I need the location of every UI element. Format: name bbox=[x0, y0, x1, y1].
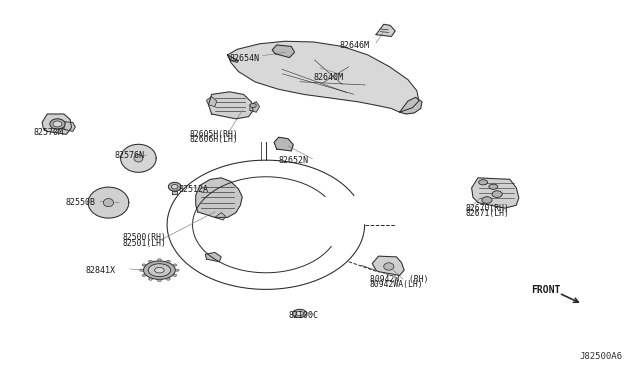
Ellipse shape bbox=[172, 185, 178, 189]
Polygon shape bbox=[376, 24, 395, 36]
Polygon shape bbox=[228, 55, 239, 62]
Polygon shape bbox=[64, 122, 76, 131]
Polygon shape bbox=[207, 97, 217, 107]
Polygon shape bbox=[121, 144, 156, 172]
Polygon shape bbox=[274, 137, 293, 151]
Polygon shape bbox=[250, 102, 259, 112]
Polygon shape bbox=[172, 191, 177, 195]
Polygon shape bbox=[472, 178, 519, 208]
Polygon shape bbox=[272, 45, 294, 58]
Text: 80942W  (RH): 80942W (RH) bbox=[370, 275, 428, 283]
Polygon shape bbox=[215, 212, 226, 220]
Ellipse shape bbox=[482, 197, 492, 203]
Ellipse shape bbox=[168, 182, 181, 191]
Ellipse shape bbox=[143, 261, 175, 279]
Ellipse shape bbox=[148, 278, 152, 280]
Ellipse shape bbox=[142, 274, 146, 276]
Polygon shape bbox=[399, 97, 422, 114]
Ellipse shape bbox=[157, 259, 161, 261]
Ellipse shape bbox=[292, 310, 307, 317]
Ellipse shape bbox=[175, 269, 179, 271]
Text: 82652N: 82652N bbox=[278, 156, 308, 166]
Ellipse shape bbox=[296, 311, 303, 315]
Text: 82500(RH): 82500(RH) bbox=[122, 233, 166, 242]
Ellipse shape bbox=[250, 103, 256, 108]
Ellipse shape bbox=[157, 279, 161, 282]
Ellipse shape bbox=[492, 191, 502, 198]
Ellipse shape bbox=[53, 121, 62, 127]
Text: 80942WA(LH): 80942WA(LH) bbox=[370, 280, 423, 289]
Text: 82570M: 82570M bbox=[33, 128, 63, 137]
Ellipse shape bbox=[142, 264, 146, 266]
Ellipse shape bbox=[50, 119, 65, 129]
Text: 82606H(LH): 82606H(LH) bbox=[189, 135, 238, 144]
Text: 82605H(RH): 82605H(RH) bbox=[189, 130, 238, 139]
Ellipse shape bbox=[479, 180, 488, 185]
Text: 82501(LH): 82501(LH) bbox=[122, 239, 166, 248]
Ellipse shape bbox=[148, 264, 171, 277]
Polygon shape bbox=[228, 41, 419, 112]
Text: 82512A: 82512A bbox=[179, 185, 209, 194]
Ellipse shape bbox=[155, 267, 164, 273]
Ellipse shape bbox=[166, 260, 170, 262]
Ellipse shape bbox=[384, 263, 394, 270]
Ellipse shape bbox=[140, 269, 143, 271]
Text: 82670(RH): 82670(RH) bbox=[465, 203, 509, 213]
Text: 82550B: 82550B bbox=[65, 198, 95, 207]
Polygon shape bbox=[196, 178, 243, 217]
Text: 82640M: 82640M bbox=[314, 73, 344, 81]
Polygon shape bbox=[372, 256, 404, 275]
Ellipse shape bbox=[173, 264, 177, 266]
Ellipse shape bbox=[173, 274, 177, 276]
Text: FRONT: FRONT bbox=[532, 285, 561, 295]
Polygon shape bbox=[42, 114, 72, 134]
Text: 82841X: 82841X bbox=[86, 266, 115, 275]
Ellipse shape bbox=[489, 184, 498, 189]
Text: J82500A6: J82500A6 bbox=[580, 352, 623, 361]
Polygon shape bbox=[88, 187, 129, 218]
Text: 82654N: 82654N bbox=[230, 54, 259, 63]
Ellipse shape bbox=[103, 199, 113, 207]
Text: 82646M: 82646M bbox=[339, 41, 369, 50]
Polygon shape bbox=[205, 253, 221, 262]
Text: 82576N: 82576N bbox=[115, 151, 145, 160]
Ellipse shape bbox=[148, 260, 152, 262]
Text: 82100C: 82100C bbox=[288, 311, 318, 320]
Text: 82671(LH): 82671(LH) bbox=[465, 209, 509, 218]
Ellipse shape bbox=[134, 155, 143, 162]
Ellipse shape bbox=[166, 278, 170, 280]
Polygon shape bbox=[209, 92, 253, 119]
